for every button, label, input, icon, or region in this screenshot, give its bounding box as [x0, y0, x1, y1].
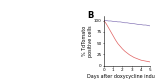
Y-axis label: % TdTomato
positive cells: % TdTomato positive cells [82, 25, 93, 57]
Text: B: B [88, 11, 94, 20]
X-axis label: Days after doxycycline induction: Days after doxycycline induction [87, 74, 155, 79]
